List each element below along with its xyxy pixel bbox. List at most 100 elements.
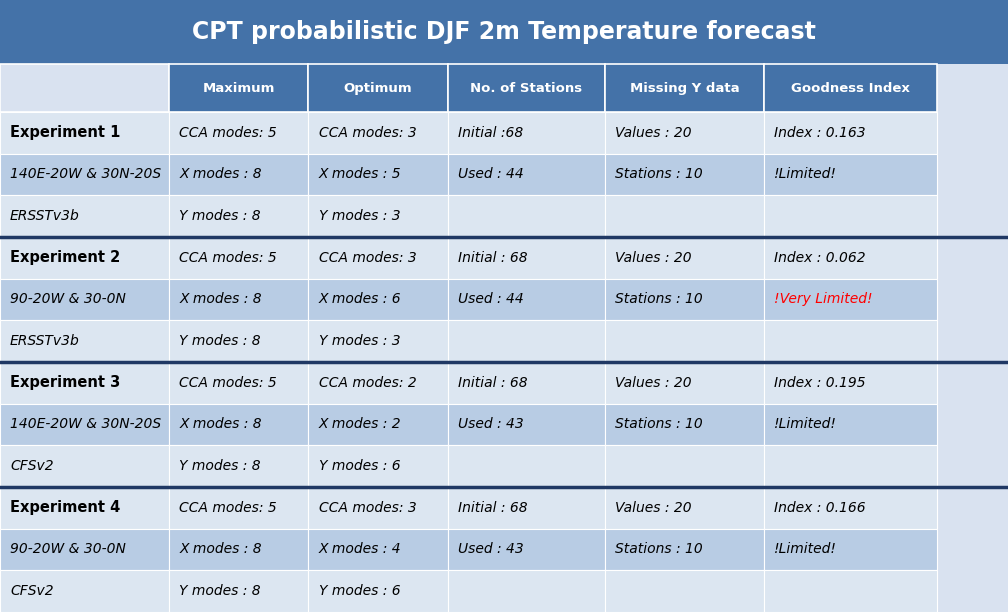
Text: Index : 0.166: Index : 0.166	[774, 501, 866, 515]
FancyBboxPatch shape	[448, 404, 605, 446]
Text: Used : 44: Used : 44	[458, 293, 523, 307]
FancyBboxPatch shape	[448, 487, 605, 529]
Text: CFSv2: CFSv2	[10, 459, 53, 473]
Text: Y modes : 8: Y modes : 8	[179, 584, 261, 598]
FancyBboxPatch shape	[448, 278, 605, 320]
Text: Used : 44: Used : 44	[458, 168, 523, 182]
Text: 140E-20W & 30N-20S: 140E-20W & 30N-20S	[10, 168, 161, 182]
FancyBboxPatch shape	[0, 278, 169, 320]
Text: CFSv2: CFSv2	[10, 584, 53, 598]
Text: Y modes : 8: Y modes : 8	[179, 459, 261, 473]
FancyBboxPatch shape	[169, 320, 308, 362]
FancyBboxPatch shape	[0, 64, 169, 112]
Text: Stations : 10: Stations : 10	[615, 168, 703, 182]
Text: ERSSTv3b: ERSSTv3b	[10, 334, 80, 348]
FancyBboxPatch shape	[169, 404, 308, 446]
Text: CCA modes: 3: CCA modes: 3	[319, 126, 416, 140]
FancyBboxPatch shape	[448, 320, 605, 362]
Text: X modes : 8: X modes : 8	[179, 168, 262, 182]
Text: Initial : 68: Initial : 68	[458, 251, 527, 265]
Text: Stations : 10: Stations : 10	[615, 542, 703, 556]
Text: Index : 0.195: Index : 0.195	[774, 376, 866, 390]
FancyBboxPatch shape	[605, 112, 764, 154]
Text: CCA modes: 5: CCA modes: 5	[179, 251, 277, 265]
FancyBboxPatch shape	[308, 570, 448, 612]
Text: CCA modes: 5: CCA modes: 5	[179, 501, 277, 515]
FancyBboxPatch shape	[764, 362, 937, 404]
FancyBboxPatch shape	[764, 112, 937, 154]
FancyBboxPatch shape	[169, 529, 308, 570]
Text: Stations : 10: Stations : 10	[615, 293, 703, 307]
FancyBboxPatch shape	[605, 64, 764, 112]
FancyBboxPatch shape	[308, 320, 448, 362]
FancyBboxPatch shape	[605, 362, 764, 404]
Text: Stations : 10: Stations : 10	[615, 417, 703, 431]
FancyBboxPatch shape	[605, 487, 764, 529]
Text: X modes : 5: X modes : 5	[319, 168, 401, 182]
FancyBboxPatch shape	[605, 570, 764, 612]
FancyBboxPatch shape	[0, 154, 169, 195]
Text: Goodness Index: Goodness Index	[791, 81, 910, 95]
Text: Y modes : 8: Y modes : 8	[179, 209, 261, 223]
FancyBboxPatch shape	[0, 570, 169, 612]
FancyBboxPatch shape	[0, 0, 1008, 64]
FancyBboxPatch shape	[605, 278, 764, 320]
FancyBboxPatch shape	[764, 237, 937, 278]
FancyBboxPatch shape	[308, 404, 448, 446]
FancyBboxPatch shape	[448, 529, 605, 570]
FancyBboxPatch shape	[764, 278, 937, 320]
Text: !Limited!: !Limited!	[774, 168, 838, 182]
Text: CCA modes: 5: CCA modes: 5	[179, 126, 277, 140]
Text: Index : 0.163: Index : 0.163	[774, 126, 866, 140]
FancyBboxPatch shape	[605, 320, 764, 362]
Text: Missing Y data: Missing Y data	[630, 81, 739, 95]
Text: Experiment 2: Experiment 2	[10, 250, 120, 266]
FancyBboxPatch shape	[764, 487, 937, 529]
Text: Values : 20: Values : 20	[615, 251, 691, 265]
Text: X modes : 8: X modes : 8	[179, 293, 262, 307]
FancyBboxPatch shape	[308, 278, 448, 320]
FancyBboxPatch shape	[308, 362, 448, 404]
FancyBboxPatch shape	[308, 237, 448, 278]
FancyBboxPatch shape	[764, 320, 937, 362]
FancyBboxPatch shape	[448, 195, 605, 237]
Text: !Limited!: !Limited!	[774, 542, 838, 556]
Text: 140E-20W & 30N-20S: 140E-20W & 30N-20S	[10, 417, 161, 431]
FancyBboxPatch shape	[0, 320, 169, 362]
Text: X modes : 8: X modes : 8	[179, 417, 262, 431]
FancyBboxPatch shape	[0, 195, 169, 237]
Text: CCA modes: 3: CCA modes: 3	[319, 501, 416, 515]
Text: Y modes : 3: Y modes : 3	[319, 334, 400, 348]
Text: CCA modes: 2: CCA modes: 2	[319, 376, 416, 390]
Text: ERSSTv3b: ERSSTv3b	[10, 209, 80, 223]
FancyBboxPatch shape	[169, 195, 308, 237]
Text: X modes : 2: X modes : 2	[319, 417, 401, 431]
FancyBboxPatch shape	[448, 112, 605, 154]
FancyBboxPatch shape	[169, 154, 308, 195]
Text: Experiment 1: Experiment 1	[10, 125, 120, 140]
Text: CCA modes: 5: CCA modes: 5	[179, 376, 277, 390]
FancyBboxPatch shape	[605, 446, 764, 487]
FancyBboxPatch shape	[448, 237, 605, 278]
FancyBboxPatch shape	[0, 112, 169, 154]
Text: X modes : 6: X modes : 6	[319, 293, 401, 307]
FancyBboxPatch shape	[0, 362, 169, 404]
FancyBboxPatch shape	[169, 278, 308, 320]
FancyBboxPatch shape	[448, 154, 605, 195]
Text: Values : 20: Values : 20	[615, 376, 691, 390]
FancyBboxPatch shape	[308, 154, 448, 195]
FancyBboxPatch shape	[764, 529, 937, 570]
FancyBboxPatch shape	[0, 404, 169, 446]
Text: Y modes : 8: Y modes : 8	[179, 334, 261, 348]
FancyBboxPatch shape	[169, 362, 308, 404]
Text: X modes : 8: X modes : 8	[179, 542, 262, 556]
FancyBboxPatch shape	[308, 529, 448, 570]
FancyBboxPatch shape	[169, 446, 308, 487]
FancyBboxPatch shape	[605, 195, 764, 237]
Text: !Limited!: !Limited!	[774, 417, 838, 431]
Text: X modes : 4: X modes : 4	[319, 542, 401, 556]
FancyBboxPatch shape	[308, 446, 448, 487]
Text: Index : 0.062: Index : 0.062	[774, 251, 866, 265]
FancyBboxPatch shape	[605, 404, 764, 446]
Text: CCA modes: 3: CCA modes: 3	[319, 251, 416, 265]
